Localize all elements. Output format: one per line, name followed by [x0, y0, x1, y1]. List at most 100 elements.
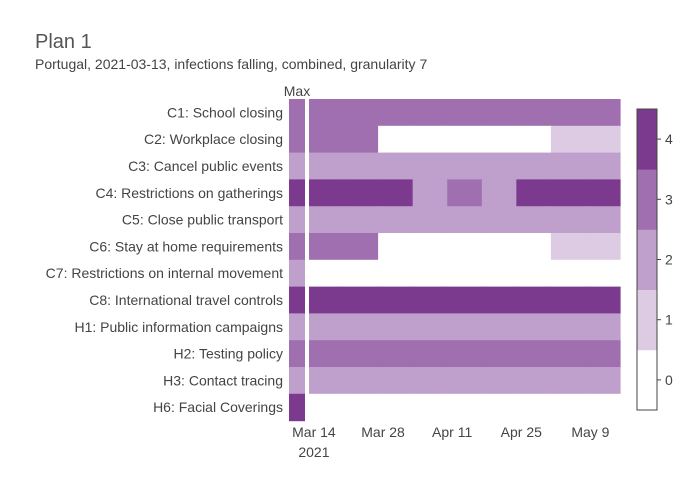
max-column: Max	[284, 83, 310, 422]
heatmap-cell	[343, 340, 379, 368]
heatmap-cell	[481, 179, 517, 207]
heatmap-cell	[550, 340, 587, 368]
heatmap-cell	[481, 313, 517, 341]
heatmap-cell	[378, 313, 414, 341]
heatmap-cell	[550, 367, 587, 395]
row-label: H3: Contact tracing	[163, 372, 283, 388]
x-tick-label: Apr 25	[501, 424, 542, 440]
heatmap-cell	[343, 179, 379, 207]
heatmap-cell	[343, 367, 379, 395]
heatmap-cell	[585, 233, 621, 261]
heatmap-cell	[516, 206, 552, 234]
row-label: H6: Facial Coverings	[153, 399, 283, 415]
heatmap-cell	[378, 393, 414, 422]
max-column-label: Max	[284, 83, 310, 99]
heatmap-cell	[412, 259, 448, 288]
x-tick-label: Mar 28	[361, 424, 405, 440]
heatmap-cell	[447, 99, 483, 127]
heatmap-cell	[481, 125, 517, 154]
heatmap-cell	[447, 313, 483, 341]
row-label: C8: International travel controls	[89, 292, 283, 308]
heatmap-cell	[516, 286, 552, 314]
heatmap-cell	[516, 125, 552, 154]
heatmap-cell	[516, 367, 552, 395]
heatmap-cell	[412, 367, 448, 395]
heatmap-cell	[550, 286, 587, 314]
heatmap-cell	[447, 393, 483, 422]
heatmap-cell	[412, 340, 448, 368]
row-label: C7: Restrictions on internal movement	[46, 265, 283, 281]
heatmap-cell	[481, 393, 517, 422]
max-cell	[289, 233, 305, 261]
heatmap-cell	[412, 152, 448, 180]
heatmap-cell	[343, 313, 379, 341]
heatmap-cell	[309, 286, 345, 314]
heatmap-cell	[585, 367, 621, 395]
heatmap-cell	[516, 179, 552, 207]
heatmap-cell	[550, 179, 587, 207]
colorbar-tick-label: 2	[665, 252, 673, 268]
colorbar-tick-label: 4	[665, 131, 673, 147]
heatmap-cell	[412, 286, 448, 314]
heatmap-cell	[585, 206, 621, 234]
heatmap-cell	[585, 340, 621, 368]
heatmap-cell	[378, 259, 414, 288]
heatmap-cell	[309, 99, 345, 127]
x-tick-sublabel: 2021	[298, 444, 329, 460]
max-cell	[289, 179, 305, 207]
heatmap-cell	[378, 99, 414, 127]
heatmap-cell	[481, 259, 517, 288]
heatmap-cell	[309, 393, 345, 422]
heatmap-cell	[412, 99, 448, 127]
heatmap-cell	[516, 313, 552, 341]
chart-title: Plan 1	[35, 31, 92, 53]
heatmap-cell	[550, 125, 587, 154]
heatmap-cell	[309, 313, 345, 341]
heatmap-cell	[516, 152, 552, 180]
chart-subtitle: Portugal, 2021-03-13, infections falling…	[35, 56, 428, 72]
heatmap-cell	[309, 233, 345, 261]
colorbar: 0 1 2 3 4	[636, 108, 673, 411]
heatmap-cell	[378, 206, 414, 234]
heatmap-cell	[585, 152, 621, 180]
heatmap-cell	[412, 313, 448, 341]
heatmap-cell	[481, 152, 517, 180]
heatmap-cell	[309, 259, 345, 288]
heatmap-cell	[447, 125, 483, 154]
max-cell	[289, 393, 305, 422]
heatmap-cell	[550, 393, 587, 422]
max-cell	[289, 313, 305, 341]
heatmap-cell	[412, 393, 448, 422]
row-label: C3: Cancel public events	[128, 158, 283, 174]
heatmap-cell	[412, 206, 448, 234]
heatmap-cell	[481, 367, 517, 395]
heatmap-cell	[309, 206, 345, 234]
heatmap-cell	[447, 152, 483, 180]
max-cell	[289, 206, 305, 234]
heatmap-cell	[516, 393, 552, 422]
heatmap-cell	[550, 99, 587, 127]
max-cell	[289, 259, 305, 288]
colorbar-band	[637, 289, 657, 351]
row-label: C5: Close public transport	[122, 212, 283, 228]
heatmap-cell	[481, 340, 517, 368]
heatmap-cell	[516, 99, 552, 127]
heatmap-cell	[309, 152, 345, 180]
heatmap-cell	[378, 340, 414, 368]
heatmap-cell	[516, 233, 552, 261]
max-cell	[289, 367, 305, 395]
heatmap-cell	[550, 259, 587, 288]
row-label: C4: Restrictions on gatherings	[95, 185, 283, 201]
heatmap-cell	[309, 367, 345, 395]
heatmap-cell	[343, 286, 379, 314]
heatmap-cell	[343, 152, 379, 180]
heatmap-cell	[309, 179, 345, 207]
heatmap-cell	[550, 313, 587, 341]
colorbar-tick-label: 3	[665, 191, 673, 207]
heatmap-cell	[550, 152, 587, 180]
heatmap-cell	[343, 99, 379, 127]
row-label: C2: Workplace closing	[144, 131, 283, 147]
colorbar-tick-label: 0	[665, 372, 673, 388]
heatmap-cell	[516, 340, 552, 368]
